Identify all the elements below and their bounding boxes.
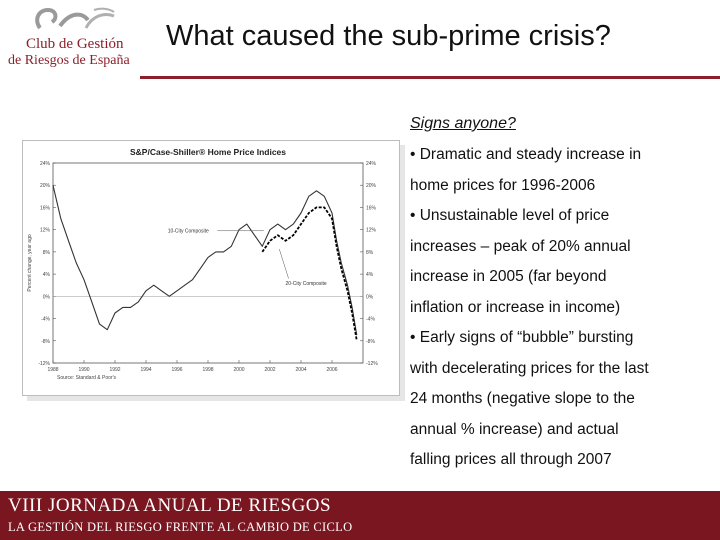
bullet-line: annual % increase) and actual <box>410 420 619 438</box>
annotation-20-city-pointer <box>279 249 289 279</box>
footer-event-subtitle: LA GESTIÓN DEL RIESGO FRENTE AL CAMBIO D… <box>8 520 353 534</box>
y-tick-label-right: 8% <box>366 250 374 256</box>
y-tick-label-left: 16% <box>40 205 51 211</box>
x-tick-label: 2000 <box>233 367 244 373</box>
chart-frame: S&P/Case-Shiller® Home Price Indices 24% 2… <box>22 140 400 396</box>
plot-area <box>52 162 364 364</box>
home-price-chart: S&P/Case-Shiller® Home Price Indices 24% 2… <box>27 147 378 381</box>
y-tick-label-left: 12% <box>40 228 51 234</box>
page-title: What caused the sub-prime crisis? <box>166 20 611 52</box>
y-tick-label-left: 4% <box>43 272 51 278</box>
x-tick-label: 1992 <box>109 367 120 373</box>
logo-emblem-icon <box>35 7 115 30</box>
bullet-line: increases – peak of 20% annual <box>410 237 631 255</box>
annotation-10-city: 10-City Composite <box>168 228 209 234</box>
y-tick-label-left: 8% <box>43 250 51 256</box>
x-tick-label: 2002 <box>264 367 275 373</box>
y-tick-label-right: 20% <box>366 183 377 189</box>
club-logo: Club de Gestión de Riesgos de España <box>8 6 138 68</box>
y-axis-label: Percent change, year ago <box>27 234 33 291</box>
series-20-city-line <box>261 206 358 341</box>
x-tick-label: 1996 <box>171 367 182 373</box>
y-tick-label-right: 4% <box>366 272 374 278</box>
x-tick-label: 1994 <box>140 367 151 373</box>
y-tick-label-right: 24% <box>366 161 377 167</box>
x-tick-label: 1988 <box>47 367 58 373</box>
logo-text-line2: de Riesgos de España <box>8 53 130 68</box>
x-tick-label: 2006 <box>326 367 337 373</box>
logo-text-line1: Club de Gestión <box>26 36 124 52</box>
x-tick-label: 1998 <box>202 367 213 373</box>
y-tick-label-right: 12% <box>366 228 377 234</box>
bullet-line: increase in 2005 (far beyond <box>410 268 607 285</box>
bullet-list: • Dramatic and steady increase in home pr… <box>410 140 710 476</box>
annotation-20-city: 20-City Composite <box>286 281 327 287</box>
y-tick-label-left: 0% <box>43 294 51 300</box>
footer-event-title: VIII JORNADA ANUAL DE RIESGOS <box>8 495 332 516</box>
bullet-line: with decelerating prices for the last <box>410 359 649 377</box>
bullet-line: 24 months (negative slope to the <box>410 390 635 407</box>
bullet-line: home prices for 1996-2006 <box>410 176 596 194</box>
bullet-line: • Unsustainable level of price <box>410 207 610 224</box>
footer-banner: VIII JORNADA ANUAL DE RIESGOS LA GESTIÓN… <box>0 491 720 540</box>
title-divider <box>140 76 720 79</box>
bullet-line: • Early signs of “bubble” bursting <box>410 329 634 346</box>
y-tick-label-right: 0% <box>366 294 374 300</box>
y-tick-label-right: -4% <box>366 317 375 323</box>
y-tick-label-right: 16% <box>366 205 377 211</box>
y-tick-label-left: -4% <box>41 317 50 323</box>
chart-title: S&P/Case-Shiller® Home Price Indices <box>130 147 286 157</box>
bullet-line: • Dramatic and steady increase in <box>410 146 642 163</box>
y-tick-label-left: -8% <box>41 339 50 345</box>
y-tick-label-right: -8% <box>366 339 375 345</box>
x-tick-label: 1990 <box>78 367 89 373</box>
y-tick-label-right: -12% <box>366 361 378 367</box>
text-panel: Signs anyone? • Dramatic and steady incr… <box>410 112 710 476</box>
bullet-line: falling prices all through 2007 <box>410 451 612 468</box>
chart-source: Source: Standard & Poor's <box>57 375 117 381</box>
panel-subtitle: Signs anyone? <box>410 115 516 132</box>
y-tick-label-left: 24% <box>40 161 51 167</box>
y-tick-label-left: -12% <box>38 361 50 367</box>
x-tick-label: 2004 <box>295 367 306 373</box>
bullet-line: inflation or increase in income) <box>410 298 621 316</box>
y-tick-label-left: 20% <box>40 183 51 189</box>
series-10-city-line <box>52 185 358 336</box>
